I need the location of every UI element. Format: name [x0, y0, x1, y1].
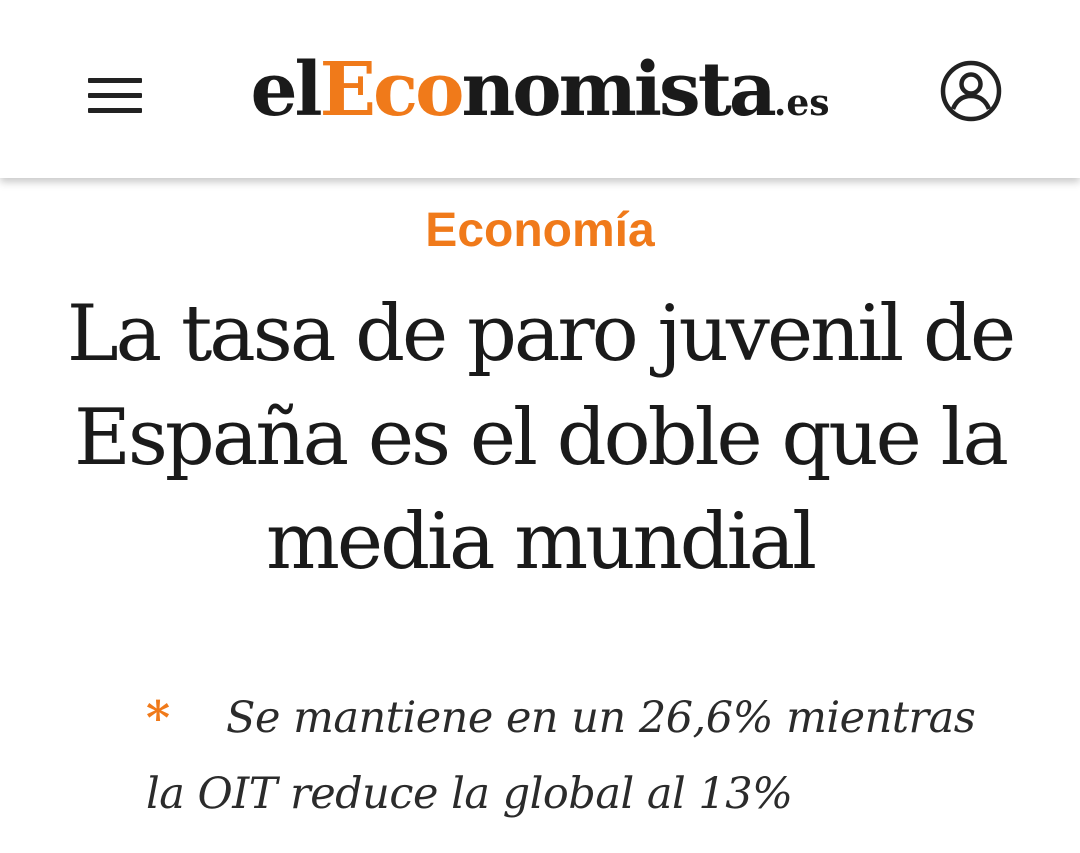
logo-text-el: el	[250, 47, 322, 133]
article-subheadline: * Se mantiene en un 26,6% mientras la OIT…	[146, 680, 1016, 832]
logo-text-nomista: nomista	[461, 47, 776, 133]
logo-text-eco: Eco	[319, 47, 465, 133]
asterisk-bullet-icon: *	[146, 691, 170, 745]
top-bar: elEconomista.es	[0, 0, 1080, 178]
site-logo[interactable]: elEconomista.es	[0, 40, 1080, 153]
logo-text-tld: .es	[773, 82, 830, 124]
article-category-link[interactable]: Economía	[425, 204, 655, 257]
hamburger-menu-icon[interactable]	[88, 76, 142, 114]
article-headline: La tasa de paro juvenil de España es el …	[66, 289, 1016, 587]
user-account-icon[interactable]	[940, 60, 1002, 122]
subheadline-text: Se mantiene en un 26,6% mientras la OIT …	[146, 693, 976, 819]
